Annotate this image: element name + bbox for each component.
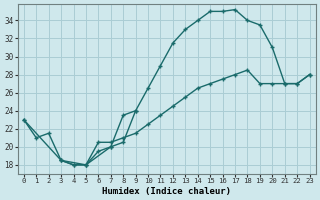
- X-axis label: Humidex (Indice chaleur): Humidex (Indice chaleur): [102, 187, 231, 196]
